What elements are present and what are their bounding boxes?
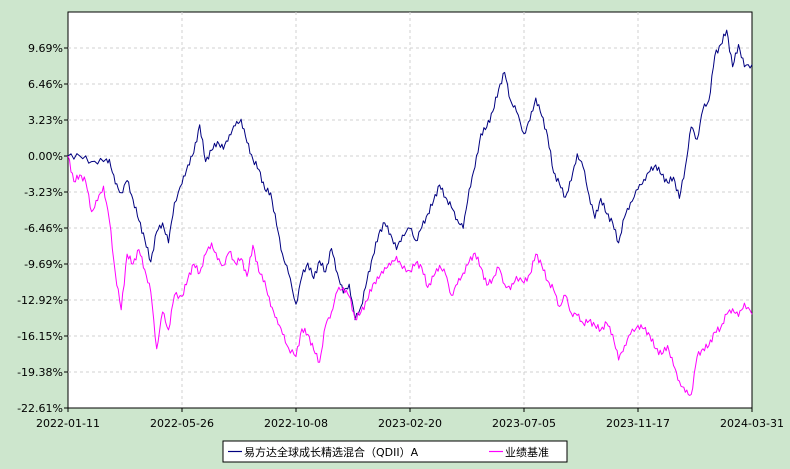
y-tick-label: 3.23% xyxy=(28,114,63,127)
x-tick-label: 2022-05-26 xyxy=(150,417,214,430)
x-tick-label: 2023-07-05 xyxy=(492,417,556,430)
x-tick-label: 2022-01-11 xyxy=(36,417,100,430)
grid-lines xyxy=(68,12,752,408)
y-tick-label: -3.23% xyxy=(24,186,63,199)
x-tick-label: 2022-10-08 xyxy=(264,417,328,430)
legend-label-fund: 易方达全球成长精选混合（QDII）A xyxy=(244,445,419,459)
x-tick-label: 2024-03-31 xyxy=(720,417,784,430)
y-tick-label: -12.92% xyxy=(17,294,63,307)
y-tick-label: 9.69% xyxy=(28,42,63,55)
x-tick-label: 2023-02-20 xyxy=(378,417,442,430)
axis-ticks xyxy=(64,47,753,412)
y-tick-label: -9.69% xyxy=(24,258,63,271)
y-tick-label: 6.46% xyxy=(28,78,63,91)
axis-labels: 9.69% 6.46% 3.23% 0.00% -3.23% -6.46% -9.69% -1… xyxy=(17,42,784,430)
x-tick-label: 2023-11-17 xyxy=(606,417,670,430)
legend: 易方达全球成长精选混合（QDII）A 业绩基准 xyxy=(222,440,568,463)
legend-label-benchmark: 业绩基准 xyxy=(505,446,549,459)
legend-box xyxy=(222,440,568,463)
y-tick-label: -16.15% xyxy=(17,330,63,343)
series-line-benchmark xyxy=(67,155,753,396)
series-lines xyxy=(67,29,753,396)
y-tick-label: 0.00% xyxy=(28,150,63,163)
y-tick-label: -19.38% xyxy=(17,366,63,379)
y-tick-label: -6.46% xyxy=(24,222,63,235)
series-line-fund xyxy=(67,29,753,321)
y-tick-label: -22.61% xyxy=(17,402,63,415)
